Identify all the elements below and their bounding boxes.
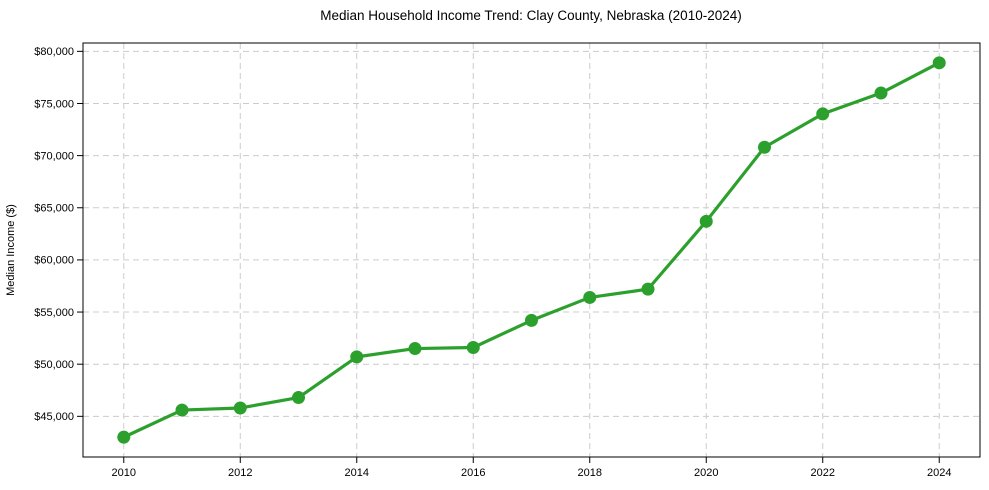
y-tick-label: $60,000 [34, 255, 74, 267]
data-point-marker [466, 341, 480, 355]
data-point-marker [233, 401, 247, 415]
x-tick-label: 2012 [228, 467, 252, 479]
y-tick-label: $45,000 [34, 411, 74, 423]
y-tick-label: $80,000 [34, 46, 74, 58]
y-tick-label: $55,000 [34, 307, 74, 319]
data-point-marker [175, 403, 189, 417]
data-point-marker [408, 342, 422, 356]
data-point-marker [525, 313, 538, 327]
data-point-marker [874, 86, 888, 100]
data-point-marker [583, 290, 597, 304]
axis-ticks [77, 50, 940, 463]
data-point-marker [816, 107, 830, 121]
y-tick-label: $70,000 [34, 150, 74, 162]
x-tick-label: 2022 [810, 467, 834, 479]
x-tick-label: 2016 [461, 467, 485, 479]
x-tick-label: 2018 [578, 467, 602, 479]
y-axis-label: Median Income ($) [5, 204, 17, 296]
data-series [117, 56, 946, 444]
y-tick-label: $65,000 [34, 203, 74, 215]
data-point-marker [292, 391, 306, 405]
x-tick-label: 2020 [694, 467, 718, 479]
x-tick-label: 2024 [927, 467, 951, 479]
data-point-marker [932, 56, 946, 70]
data-point-marker [117, 430, 131, 444]
x-tick-label: 2010 [112, 467, 136, 479]
y-tick-label: $75,000 [34, 98, 74, 110]
data-point-marker [641, 282, 655, 296]
y-tick-label: $50,000 [34, 359, 74, 371]
plot-border [82, 42, 981, 458]
chart-title: Median Household Income Trend: Clay Coun… [320, 8, 741, 23]
data-point-marker [699, 214, 713, 228]
data-point-marker [350, 350, 364, 364]
x-tick-label: 2014 [345, 467, 369, 479]
axis-tick-labels: $45,000 $50,000 $55,000 $60,000 $65,000 $70,0… [34, 46, 951, 479]
trend-line [122, 61, 941, 439]
gridlines [83, 43, 980, 457]
data-point-marker [757, 140, 771, 154]
